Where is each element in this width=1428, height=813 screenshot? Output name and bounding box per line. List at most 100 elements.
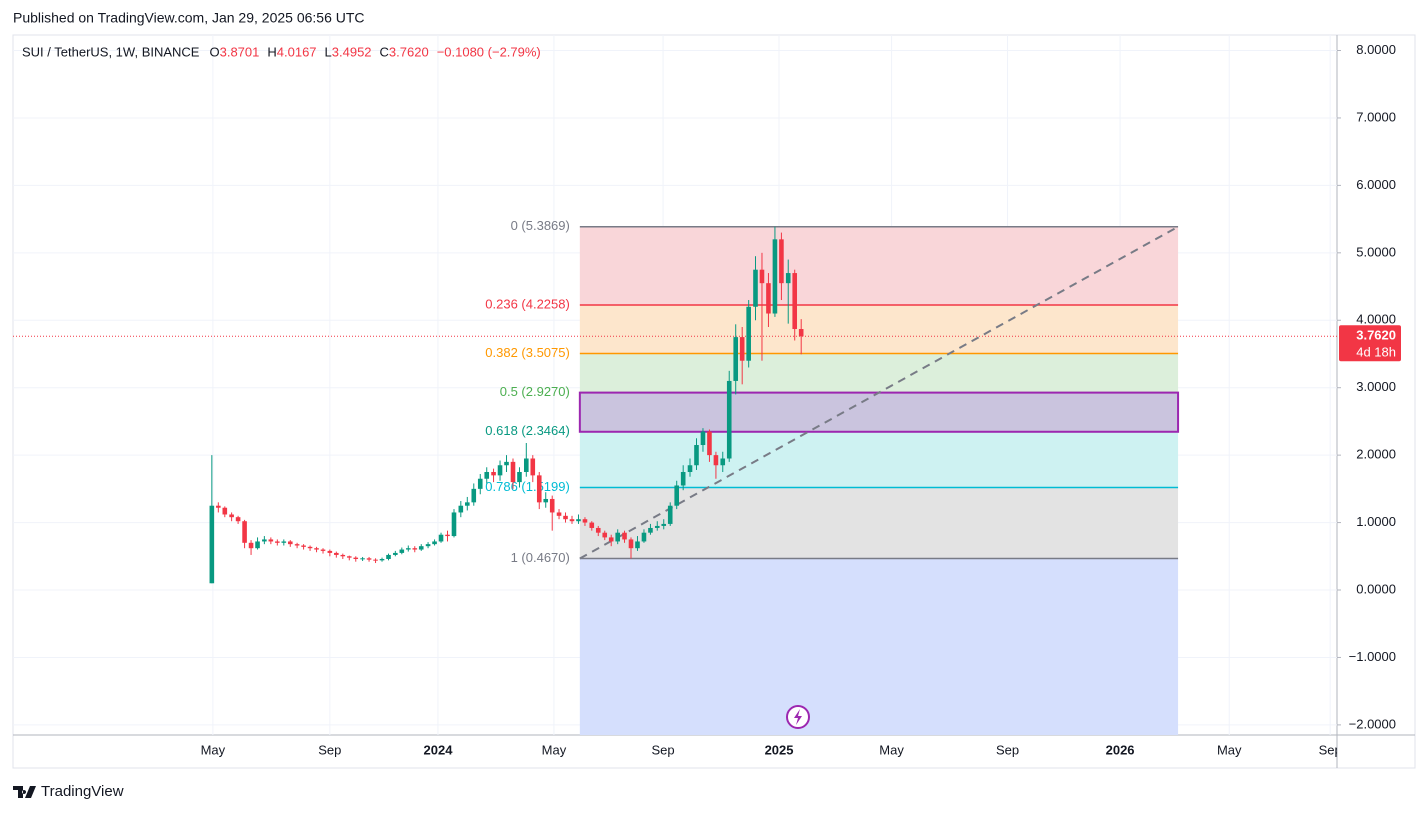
candle-body xyxy=(438,534,444,542)
y-tick-label: −2.0000 xyxy=(1349,716,1396,731)
candle-body xyxy=(497,465,503,476)
candle-body xyxy=(622,532,627,540)
legend-value: 3.4952 xyxy=(332,44,372,59)
candle-body xyxy=(281,541,287,543)
candle-body xyxy=(536,475,542,503)
y-tick-label: 6.0000 xyxy=(1356,177,1396,192)
candle-body xyxy=(746,306,751,361)
zone-rectangle xyxy=(578,391,1180,433)
candle-body xyxy=(353,557,359,559)
legend-value: 4.0167 xyxy=(277,44,317,59)
candle-body xyxy=(595,527,601,533)
fib-label: 0.786 (1.5199) xyxy=(485,479,570,494)
candle-body xyxy=(405,548,411,550)
candle-body xyxy=(399,549,405,553)
candle-body xyxy=(753,269,758,307)
candle-body xyxy=(360,558,365,560)
candle-body xyxy=(418,546,424,550)
candle-body xyxy=(707,431,712,456)
candle-body xyxy=(268,539,274,542)
candle-body xyxy=(635,541,640,549)
candle-body xyxy=(543,498,549,503)
last-price-label: 3.7620 xyxy=(1356,328,1396,343)
x-tick-label: Sep xyxy=(996,742,1019,757)
footer-logo: TradingView xyxy=(13,783,124,800)
candle-body xyxy=(687,465,693,472)
fib-label: 0.236 (4.2258) xyxy=(485,296,570,311)
candle-body xyxy=(334,552,339,555)
candle-body xyxy=(589,522,595,528)
candle-body xyxy=(307,546,313,549)
candle-body xyxy=(739,337,745,361)
published-note: Published on TradingView.com, Jan 29, 20… xyxy=(13,10,365,26)
fib-zone xyxy=(579,226,1179,306)
y-tick-label: 8.0000 xyxy=(1356,42,1396,57)
candle-body xyxy=(242,521,247,543)
candle-body xyxy=(484,471,490,479)
y-tick-label: 1.0000 xyxy=(1356,514,1396,529)
candle-body xyxy=(464,502,470,506)
candle-body xyxy=(517,471,522,483)
legend-key: H xyxy=(267,44,276,59)
fib-label: 1 (0.4670) xyxy=(511,550,570,565)
candle-body xyxy=(477,478,483,489)
fib-zone xyxy=(579,431,1179,488)
candle-body xyxy=(471,488,477,503)
candle-body xyxy=(792,273,798,330)
logo-icon xyxy=(13,786,36,798)
candle-body xyxy=(222,507,228,515)
fib-label: 0 (5.3869) xyxy=(511,218,570,233)
last-price-box xyxy=(1339,325,1401,362)
candle-body xyxy=(432,541,437,545)
candle-body xyxy=(386,554,391,559)
candle-body xyxy=(733,337,739,381)
x-tick-label: Sep xyxy=(1319,742,1342,757)
candle-body xyxy=(641,532,647,542)
candle-body xyxy=(445,534,450,537)
legend-key: O xyxy=(209,44,219,59)
candle-body xyxy=(301,545,306,547)
candle-body xyxy=(615,532,621,542)
brand: TradingView xyxy=(41,783,124,800)
y-tick-label: 3.0000 xyxy=(1356,379,1396,394)
y-tick-label: 2.0000 xyxy=(1356,447,1396,462)
y-tick-label: 0.0000 xyxy=(1356,581,1396,596)
x-tick-label: May xyxy=(201,742,226,757)
candle-body xyxy=(235,517,241,522)
candle-body xyxy=(569,519,575,522)
candle-body xyxy=(530,458,536,476)
x-tick-label: 2024 xyxy=(424,742,454,757)
candle-body xyxy=(798,329,804,337)
candle-body xyxy=(327,550,333,553)
x-tick-label: 2026 xyxy=(1106,742,1135,757)
fib-label: 0.5 (2.9270) xyxy=(500,384,570,399)
symbol-legend: SUI / TetherUS, 1W, BINANCE O 3.8701 H 4.01… xyxy=(22,44,541,59)
candle-body xyxy=(608,537,614,542)
candle-body xyxy=(504,461,509,466)
candle-body xyxy=(779,239,784,284)
candle-body xyxy=(366,558,372,560)
candle-body xyxy=(648,527,653,533)
legend-key: L xyxy=(325,44,332,59)
fib-zone xyxy=(579,353,1179,393)
candle-body xyxy=(582,519,588,523)
candle-body xyxy=(294,544,300,546)
replay-icon[interactable] xyxy=(786,705,810,729)
legend-value: 3.8701 xyxy=(220,44,260,59)
candle-body xyxy=(314,548,319,550)
candle-body xyxy=(275,541,280,543)
candle-body xyxy=(628,539,634,549)
fib-zone xyxy=(579,558,1179,735)
candle-body xyxy=(667,505,673,524)
candle-body xyxy=(458,505,464,513)
fib-zone xyxy=(579,305,1179,354)
candle-body xyxy=(654,525,660,528)
candle-body xyxy=(346,556,352,558)
candle-body xyxy=(759,269,765,284)
x-tick-label: May xyxy=(1217,742,1242,757)
y-tick-label: −1.0000 xyxy=(1349,649,1396,664)
legend-value: 3.7620 xyxy=(389,44,429,59)
symbol: SUI / TetherUS, 1W, BINANCE xyxy=(22,44,200,59)
x-tick-label: Sep xyxy=(318,742,341,757)
